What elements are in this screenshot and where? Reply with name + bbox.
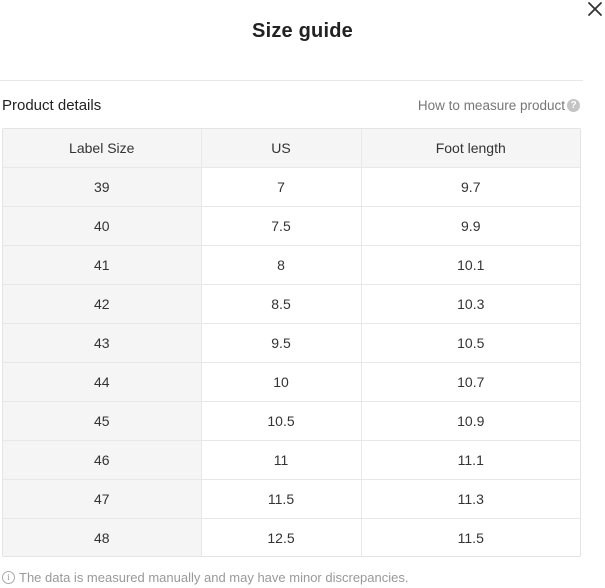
foot-length-cell: 10.3	[361, 284, 580, 324]
label-size-cell: 40	[3, 206, 202, 246]
modal-title: Size guide	[252, 20, 353, 42]
label-size-cell: 47	[3, 479, 202, 519]
us-size-cell: 12.5	[201, 518, 362, 556]
us-size-cell: 11.5	[201, 479, 362, 519]
column-header-foot-length: Foot length	[361, 129, 580, 168]
foot-length-cell: 11.5	[457, 530, 484, 546]
column-header-us: US	[201, 129, 362, 168]
label-size-cell: 39	[3, 167, 202, 207]
foot-length-cell: 11.3	[361, 479, 580, 519]
close-icon[interactable]	[586, 0, 604, 18]
us-size-cell: 10.5	[201, 401, 362, 441]
label-size-cell: 42	[3, 284, 202, 324]
table-row: 44 10 10.7	[3, 362, 580, 402]
how-to-measure-label[interactable]: How to measure product	[417, 98, 565, 113]
label-size-cell: 48	[3, 518, 202, 556]
us-size-cell: 9.5	[201, 323, 362, 363]
table-row: 41 8 10.1	[3, 245, 580, 285]
label-size-cell: 43	[3, 323, 202, 363]
measurement-disclaimer: i The data is measured manually and may …	[2, 570, 408, 585]
us-size-cell: 8.5	[201, 284, 362, 324]
foot-length-cell: 11.1	[361, 440, 580, 480]
section-header: Product details How to measure product ?	[2, 96, 582, 116]
disclaimer-text: The data is measured manually and may ha…	[19, 570, 409, 585]
table-row: 43 9.5 10.5	[3, 323, 580, 363]
table-row: 46 11 11.1	[3, 440, 580, 480]
table-row: 47 11.5 11.3	[3, 479, 580, 519]
column-header-label-size: Label Size	[3, 129, 202, 168]
table-row: 45 10.5 10.9	[3, 401, 580, 441]
table-row: 39 7 9.7	[3, 167, 580, 207]
us-size-cell: 11	[201, 440, 362, 480]
how-to-measure-link[interactable]: How to measure product ?	[418, 98, 580, 113]
table-header-row: Label Size US Foot length	[3, 129, 580, 168]
table-row: 40 7.5 9.9	[3, 206, 580, 246]
size-table-container: Label Size US Foot length 39 7 9.7 40 7.…	[2, 128, 581, 557]
us-size-cell: 7.5	[201, 206, 362, 246]
label-size-cell: 46	[3, 440, 202, 480]
foot-length-cell: 10.7	[361, 362, 580, 402]
info-circle-icon: i	[2, 571, 15, 584]
question-circle-icon[interactable]: ?	[567, 99, 580, 112]
size-table: Label Size US Foot length 39 7 9.7 40 7.…	[3, 129, 580, 556]
table-row: 48 12.5 11.5	[3, 518, 580, 556]
us-size-cell: 7	[201, 167, 362, 207]
label-size-cell: 45	[3, 401, 202, 441]
label-size-cell: 41	[3, 245, 202, 285]
us-size-cell: 8	[201, 245, 362, 285]
foot-length-cell: 9.9	[361, 206, 580, 246]
title-divider	[0, 80, 583, 81]
table-row: 42 8.5 10.3	[3, 284, 580, 324]
section-title: Product details	[2, 97, 102, 114]
foot-length-cell: 9.7	[361, 167, 580, 207]
foot-length-cell: 10.1	[361, 245, 580, 285]
foot-length-cell: 10.5	[361, 323, 580, 363]
us-size-cell: 10	[201, 362, 362, 402]
label-size-cell: 44	[3, 362, 202, 402]
foot-length-cell: 10.9	[361, 401, 580, 441]
